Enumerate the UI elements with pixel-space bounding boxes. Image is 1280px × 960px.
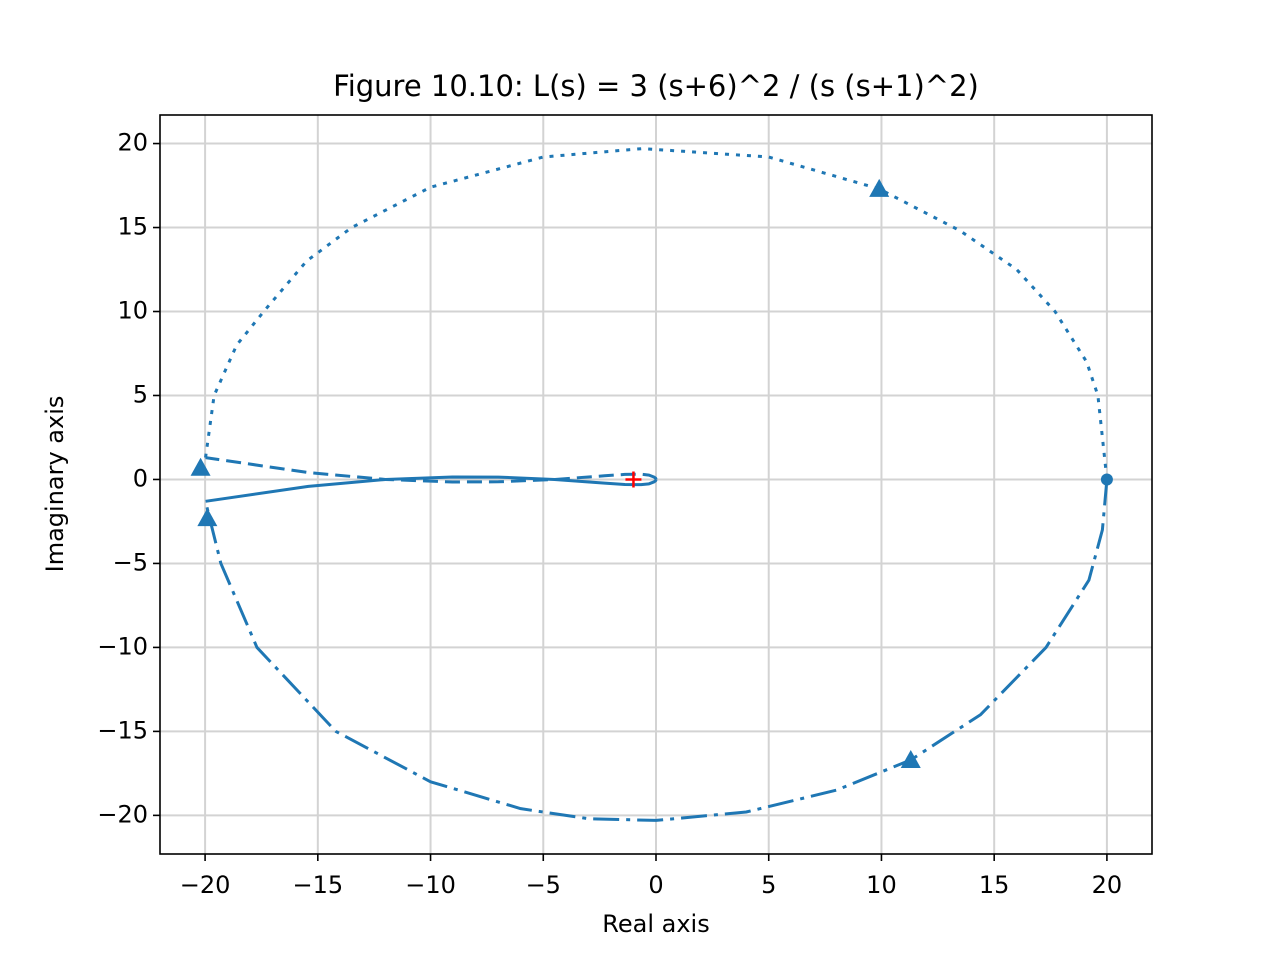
y-tick-label: −5 bbox=[113, 548, 148, 576]
direction-arrow bbox=[190, 457, 211, 476]
x-axis-label: Real axis bbox=[602, 910, 709, 938]
y-tick-label: 5 bbox=[133, 380, 148, 408]
x-tick-label: −20 bbox=[180, 871, 231, 899]
x-tick-label: 5 bbox=[761, 871, 776, 899]
nyquist-curve bbox=[204, 479, 1109, 822]
y-tick-label: 20 bbox=[117, 129, 148, 157]
plot-area bbox=[190, 147, 1113, 822]
y-tick-label: 15 bbox=[117, 213, 148, 241]
direction-arrow bbox=[900, 749, 921, 768]
direction-arrow bbox=[869, 178, 890, 197]
y-tick-label: 0 bbox=[133, 464, 148, 492]
y-tick-label: −20 bbox=[97, 800, 148, 828]
y-tick-label: −15 bbox=[97, 716, 148, 744]
nyquist-curve bbox=[204, 147, 1109, 480]
x-tick-label: −15 bbox=[292, 871, 343, 899]
x-tick-label: 0 bbox=[648, 871, 663, 899]
x-tick-label: 20 bbox=[1092, 871, 1123, 899]
start-point bbox=[1100, 473, 1113, 486]
nyquist-curve bbox=[205, 456, 658, 484]
critical-point bbox=[625, 471, 642, 488]
chart-title: Figure 10.10: L(s) = 3 (s+6)^2 / (s (s+1… bbox=[333, 69, 979, 103]
x-tick-label: 15 bbox=[979, 871, 1010, 899]
x-tick-label: 10 bbox=[866, 871, 897, 899]
x-tick-label: −10 bbox=[405, 871, 456, 899]
y-tick-label: 10 bbox=[117, 297, 148, 325]
y-axis-label: Imaginary axis bbox=[41, 396, 69, 573]
x-tick-label: −5 bbox=[526, 871, 561, 899]
direction-arrow bbox=[197, 508, 218, 527]
y-tick-label: −10 bbox=[97, 632, 148, 660]
